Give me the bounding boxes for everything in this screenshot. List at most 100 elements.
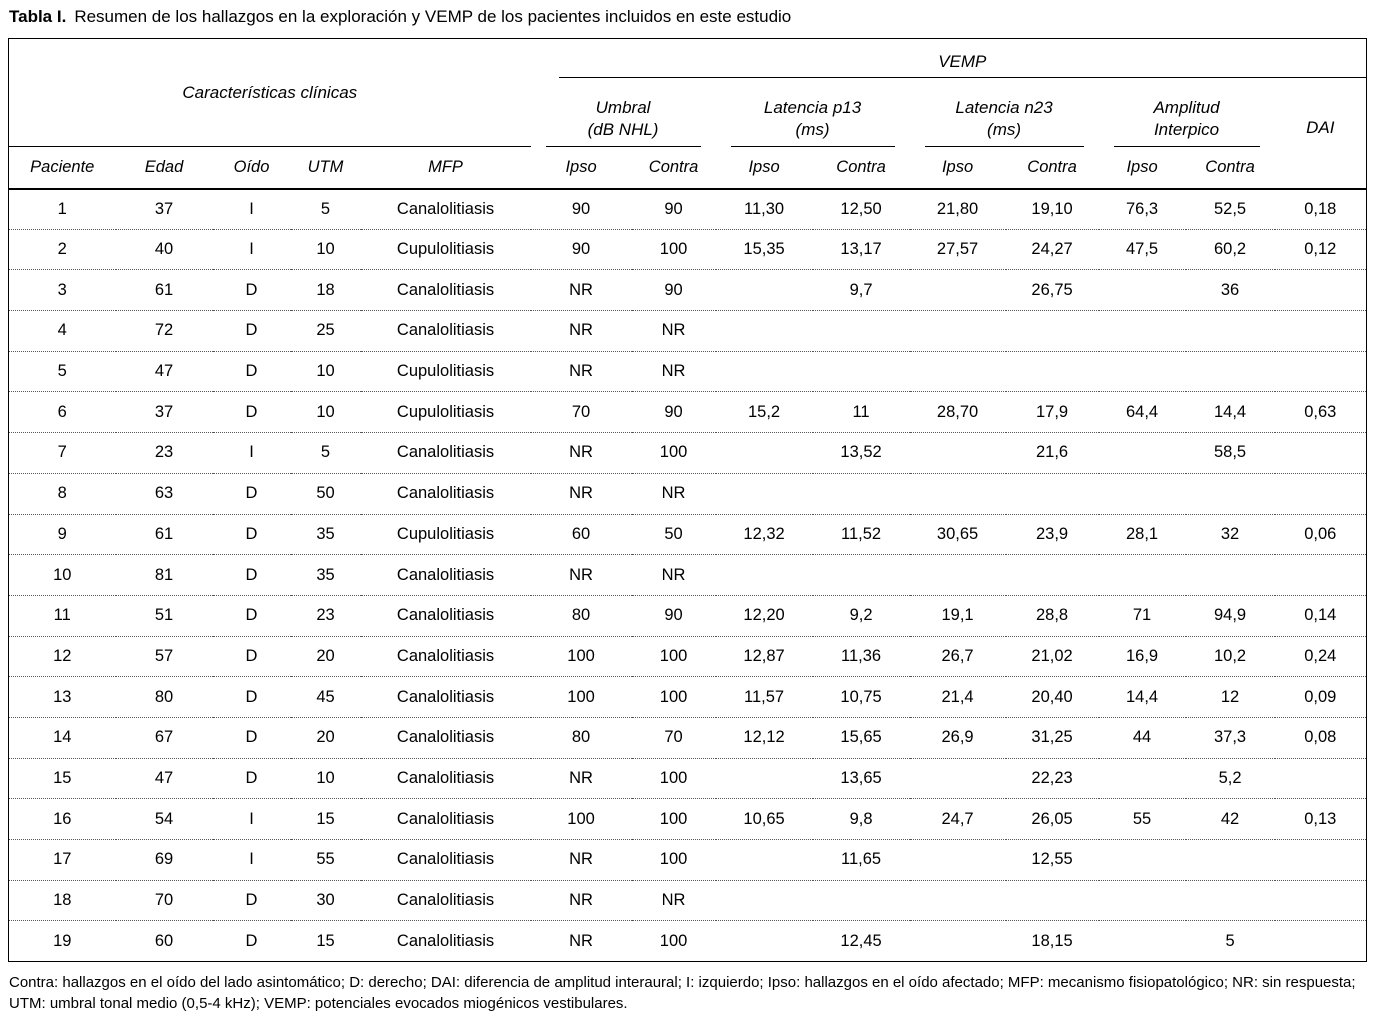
table-cell: 11,57 (744, 687, 785, 706)
table-cell: D (245, 646, 258, 665)
table-cell: 26,7 (941, 646, 974, 665)
table-cell (1006, 473, 1099, 514)
header-umbral-label: Umbral (dB NHL) (545, 97, 701, 147)
header-vemp-label: VEMP (558, 52, 1367, 78)
table-cell (1099, 473, 1186, 514)
table-cell (716, 270, 813, 311)
header-amplitud-interpico: Amplitud Interpico (1099, 78, 1275, 147)
table-cell: D (245, 891, 258, 910)
table-cell: Canalolitiasis (396, 484, 495, 503)
table-cell: 30 (316, 891, 335, 910)
table-cell (910, 758, 1006, 799)
table-cell: I (249, 443, 254, 462)
table-cell: 58,5 (1213, 443, 1247, 462)
table-cell (813, 880, 910, 921)
column-header: Contra (631, 146, 716, 190)
table-cell (813, 473, 910, 514)
table-header: Características clínicas VEMP Umbral (dB… (8, 38, 1367, 190)
table-cell (1186, 880, 1275, 921)
table-cell: 94,9 (1213, 606, 1247, 625)
table-cell: 9,8 (849, 809, 873, 828)
table-cell: Canalolitiasis (396, 443, 495, 462)
table-cell: 42 (1220, 809, 1240, 828)
table-cell: 100 (567, 687, 595, 706)
table-cell: 0,63 (1304, 402, 1337, 421)
table-cell: I (249, 240, 254, 259)
header-latencia-p13: Latencia p13 (ms) (716, 78, 910, 147)
table-cell: 70 (664, 728, 683, 747)
table-cell: 32 (1220, 524, 1240, 543)
table-cell: 100 (659, 768, 688, 787)
table-cell: 26,9 (941, 728, 974, 747)
table-cell: 24,27 (1031, 240, 1073, 259)
table-cell (910, 840, 1006, 881)
table-cell: 15,35 (743, 240, 785, 259)
table-cell: Canalolitiasis (396, 199, 495, 218)
table-cell: NR (569, 768, 593, 787)
table-cell: NR (569, 565, 593, 584)
table-cell: 67 (154, 728, 174, 747)
table-cell: Canalolitiasis (396, 565, 495, 584)
table-cell: 12,50 (840, 199, 882, 218)
table-cell: 21,80 (936, 199, 979, 218)
table-cell: 23 (316, 606, 335, 625)
table-cell (1006, 351, 1099, 392)
table-caption: Tabla I. Resumen de los hallazgos en la e… (9, 5, 1366, 29)
table-cell (813, 311, 910, 352)
table-cell (716, 311, 813, 352)
table-cell (1275, 555, 1367, 596)
table-cell: Canalolitiasis (396, 931, 495, 950)
table-cell (716, 921, 813, 962)
table-cell: 21,02 (1031, 646, 1073, 665)
column-header: Contra (812, 146, 910, 190)
table-cell: 30,65 (936, 524, 979, 543)
table-row: 5 47 D 10 Cupulolitiasis NR NR (8, 351, 1367, 392)
table-cell: 47 (154, 362, 174, 381)
table-cell: 22,23 (1031, 768, 1073, 787)
table-cell: D (245, 565, 258, 584)
column-header: Contra (1005, 146, 1099, 190)
table-cell: 7 (57, 443, 67, 462)
table-cell: 20 (316, 728, 335, 747)
table-cell: 12,20 (743, 606, 785, 625)
table-cell: I (249, 850, 254, 869)
table-cell: 81 (154, 565, 174, 584)
table-cell: 10 (316, 402, 335, 421)
table-cell: 45 (316, 687, 335, 706)
table-cell: 90 (664, 280, 683, 299)
table-row: 9 61 D 35 Cupulolitiasis 60 50 12,32 11,52 30,65 2… (8, 514, 1367, 555)
column-header: Contra (1185, 146, 1275, 190)
table-cell (716, 351, 813, 392)
column-header: Paciente (8, 146, 116, 190)
table-cell: 47,5 (1125, 240, 1159, 259)
table-row: 14 67 D 20 Canalolitiasis 80 70 12,12 15,65 26,9 3… (8, 717, 1367, 759)
table-cell: 57 (154, 646, 174, 665)
table-cell: 50 (316, 484, 335, 503)
table-cell: 15,65 (840, 728, 882, 747)
table-cell: 10,65 (743, 809, 785, 828)
table-cell (1275, 351, 1367, 392)
table-cell: 5 (320, 443, 331, 462)
header-caracteristicas-clinicas: Características clínicas (8, 38, 531, 147)
table-cell (1099, 880, 1186, 921)
table-cell (813, 351, 910, 392)
table-cell: 60,2 (1213, 240, 1247, 259)
table-cell (910, 555, 1006, 596)
table-cell: 11,30 (744, 199, 785, 218)
table-cell: NR (569, 321, 593, 340)
table-cell: 11,52 (841, 524, 882, 543)
table-cell: 11,36 (841, 646, 882, 665)
table-cell (1099, 840, 1186, 881)
table-cell: 60 (154, 931, 174, 950)
header-vemp-group: VEMP (531, 39, 1367, 78)
header-amplitud-interpico-label: Amplitud Interpico (1113, 97, 1260, 147)
table-cell: 26,05 (1031, 809, 1073, 828)
table-cell: NR (661, 484, 686, 503)
table-cell: 51 (154, 606, 174, 625)
header-latencia-n23-label: Latencia n23 (ms) (924, 97, 1084, 147)
table-cell: Cupulolitiasis (396, 524, 495, 543)
table-cell: D (245, 606, 258, 625)
table-cell: NR (569, 484, 593, 503)
table-cell: NR (661, 891, 686, 910)
